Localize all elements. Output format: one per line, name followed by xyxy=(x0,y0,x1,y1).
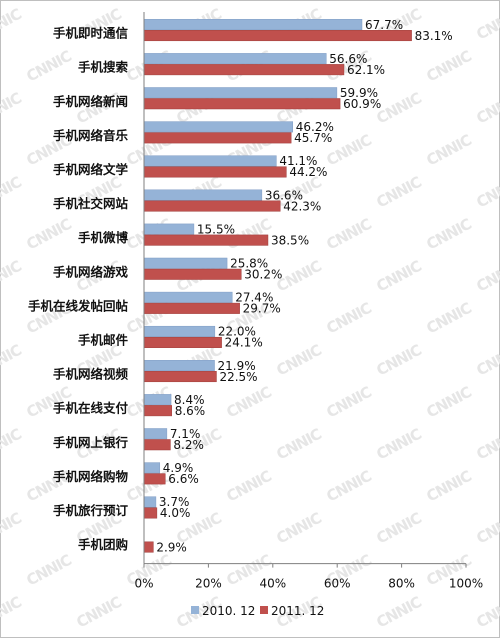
bar-2010 xyxy=(143,462,161,474)
x-tick-label: 80% xyxy=(388,577,415,591)
data-label: 29.7% xyxy=(243,302,281,316)
bar-2011 xyxy=(143,268,242,280)
bar-2011 xyxy=(143,64,345,76)
bar-2010 xyxy=(143,189,263,201)
data-label: 59.9% xyxy=(340,86,378,100)
bar-2011 xyxy=(143,132,292,144)
bar-2010 xyxy=(143,291,233,303)
data-label: 3.7% xyxy=(159,495,190,509)
category-label: 手机网络视频 xyxy=(53,367,129,382)
data-label: 62.1% xyxy=(347,63,385,77)
category-label: 手机网上银行 xyxy=(53,435,129,450)
data-label: 56.6% xyxy=(329,52,367,66)
data-label: 41.1% xyxy=(279,154,317,168)
bar-2011 xyxy=(143,507,158,519)
bars-layer xyxy=(143,19,412,553)
legend-label: 2011. 12 xyxy=(271,604,324,618)
legend-swatch xyxy=(191,606,199,614)
data-label: 36.6% xyxy=(265,188,303,202)
category-label: 手机邮件 xyxy=(78,332,129,347)
data-label: 44.2% xyxy=(289,165,327,179)
category-label: 手机团购 xyxy=(78,537,128,552)
data-label: 8.6% xyxy=(175,404,206,418)
x-axis: 0% 20% 40% 60% 80% 100% xyxy=(134,12,483,591)
bar-2011 xyxy=(143,234,269,246)
data-label: 24.1% xyxy=(225,336,263,350)
data-label: 42.3% xyxy=(283,199,321,213)
data-label: 15.5% xyxy=(197,222,235,236)
data-label: 8.2% xyxy=(173,438,204,452)
bar-2011 xyxy=(143,473,166,485)
legend-label: 2010. 12 xyxy=(202,604,255,618)
bar-2010 xyxy=(143,360,215,372)
bar-2010 xyxy=(143,19,363,31)
category-label: 手机社交网站 xyxy=(53,196,129,211)
legend-swatch xyxy=(260,606,268,614)
category-label: 手机在线发帖回帖 xyxy=(28,298,129,313)
data-label: 45.7% xyxy=(294,131,332,145)
bar-2011 xyxy=(143,302,240,314)
bar-2011 xyxy=(143,166,287,178)
bar-2011 xyxy=(143,405,172,417)
x-tick-label: 20% xyxy=(195,577,222,591)
bar-2010 xyxy=(143,325,216,337)
bar-2010 xyxy=(143,53,327,65)
labels-layer: 手机即时通信 67.7% 83.1% 手机搜索 56.6%62.1% 手机网络新闻 59.9… xyxy=(28,18,453,554)
bar-2010 xyxy=(143,121,294,133)
category-label: 手机网络购物 xyxy=(53,469,129,484)
bar-2011 xyxy=(143,439,171,451)
data-label: 22.0% xyxy=(218,325,256,339)
x-tick-label: 0% xyxy=(134,577,153,591)
category-label: 手机即时通信 xyxy=(53,26,129,41)
data-label: 67.7% xyxy=(365,18,403,32)
data-label: 4.0% xyxy=(160,506,191,520)
category-label: 手机网络游戏 xyxy=(53,264,129,279)
bar-2011 xyxy=(143,336,222,348)
data-label: 38.5% xyxy=(271,233,309,247)
bar-2011 xyxy=(143,371,217,383)
bar-2010 xyxy=(143,428,168,440)
bar-2011 xyxy=(143,98,341,110)
data-label: 21.9% xyxy=(218,359,256,373)
category-label: 手机搜索 xyxy=(78,60,129,75)
data-label: 8.4% xyxy=(174,393,205,407)
bar-2010 xyxy=(143,496,157,508)
bar-2010 xyxy=(143,394,172,406)
data-label: 83.1% xyxy=(415,29,453,43)
category-label: 手机网络新闻 xyxy=(53,94,128,109)
legend: 2010. 12 2011. 12 xyxy=(191,604,324,618)
data-label: 46.2% xyxy=(296,120,334,134)
bar-2010 xyxy=(143,155,277,167)
data-label: 4.9% xyxy=(163,461,194,475)
bar-2011 xyxy=(143,541,154,553)
bar-2010 xyxy=(143,87,338,99)
data-label: 27.4% xyxy=(235,291,273,305)
data-label: 6.6% xyxy=(168,472,199,486)
x-tick-label: 40% xyxy=(259,577,286,591)
bar-2010 xyxy=(143,223,195,235)
data-label: 22.5% xyxy=(219,370,257,384)
category-label: 手机微博 xyxy=(78,230,129,245)
bar-2010 xyxy=(143,257,228,269)
data-label: 30.2% xyxy=(244,268,282,282)
bar-2011 xyxy=(143,30,412,42)
category-label: 手机在线支付 xyxy=(53,401,129,416)
x-tick-label: 60% xyxy=(324,577,351,591)
category-label: 手机网络音乐 xyxy=(53,128,129,143)
x-tick-label: 100% xyxy=(449,577,483,591)
bar-2011 xyxy=(143,200,281,212)
data-label: 25.8% xyxy=(230,257,268,271)
category-label: 手机旅行预订 xyxy=(53,503,129,518)
data-label: 7.1% xyxy=(170,427,201,441)
data-label: 2.9% xyxy=(156,540,187,554)
category-label: 手机网络文学 xyxy=(53,162,129,177)
data-label: 60.9% xyxy=(343,97,381,111)
